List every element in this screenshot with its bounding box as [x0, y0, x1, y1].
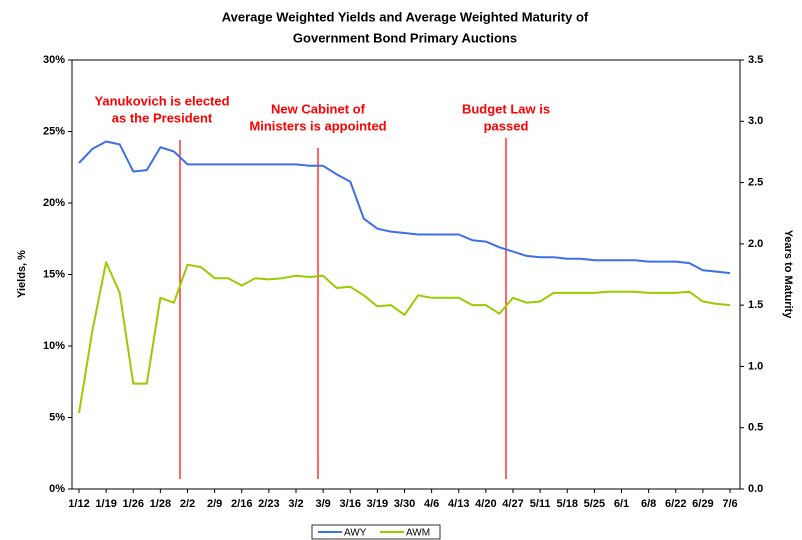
x-tick-label: 5/11 [530, 498, 551, 510]
x-tick-label: 3/30 [394, 498, 415, 510]
y-tick-label: 15% [43, 268, 65, 280]
x-tick-label: 5/25 [584, 498, 605, 510]
annotation-text: Yanukovich is elected [94, 93, 229, 108]
legend-label: AWM [406, 528, 430, 539]
annotation-text: Ministers is appointed [249, 118, 386, 133]
x-tick-label: 3/9 [315, 498, 330, 510]
line-series [78, 261, 731, 414]
x-tick-label: 4/20 [475, 498, 496, 510]
x-tick-label: 2/9 [207, 498, 222, 510]
line-series [78, 140, 731, 275]
x-tick-label: 6/8 [641, 498, 656, 510]
x-tick-label: 2/16 [231, 498, 252, 510]
annotation-text: Budget Law is [462, 101, 550, 116]
y2-tick-label: 2.5 [748, 176, 763, 188]
x-tick-label: 1/19 [95, 498, 116, 510]
y2-tick-label: 1.0 [748, 360, 763, 372]
y2-tick-label: 2.0 [748, 238, 763, 250]
legend-box [311, 524, 441, 540]
x-tick-label: 6/29 [692, 498, 713, 510]
y2-tick-label: 0.0 [748, 483, 763, 495]
x-tick-label: 4/27 [502, 498, 523, 510]
x-tick-label: 3/16 [340, 498, 361, 510]
x-tick-label: 1/26 [123, 498, 144, 510]
x-tick-label: 4/6 [424, 498, 439, 510]
x-tick-label: 6/1 [614, 498, 629, 510]
y2-axis-label: Years to Maturity [782, 230, 794, 320]
x-tick-label: 3/2 [288, 498, 303, 510]
x-tick-label: 3/19 [367, 498, 388, 510]
x-tick-label: 7/6 [722, 498, 737, 510]
x-tick-label: 2/2 [180, 498, 195, 510]
x-tick-label: 6/22 [665, 498, 686, 510]
annotation-text: as the President [112, 110, 213, 125]
y2-tick-label: 3.5 [748, 54, 763, 66]
x-tick-label: 4/13 [448, 498, 469, 510]
y-tick-label: 20% [43, 197, 65, 209]
y-tick-label: 30% [43, 54, 65, 66]
y-tick-label: 10% [43, 340, 65, 352]
chart-title: Average Weighted Yields and Average Weig… [222, 9, 589, 24]
x-tick-label: 1/12 [68, 498, 89, 510]
x-tick-label: 5/18 [557, 498, 578, 510]
y2-tick-label: 3.0 [748, 115, 763, 127]
x-tick-label: 2/23 [258, 498, 279, 510]
y-tick-label: 25% [43, 125, 65, 137]
y-tick-label: 5% [49, 411, 65, 423]
annotation-text: passed [484, 118, 529, 133]
y-tick-label: 0% [49, 483, 65, 495]
annotation-text: New Cabinet of [271, 101, 366, 116]
y2-tick-label: 0.5 [748, 422, 763, 434]
y-axis-label: Yields, % [16, 250, 28, 298]
chart-title: Government Bond Primary Auctions [293, 30, 517, 45]
y2-tick-label: 1.5 [748, 299, 763, 311]
x-tick-label: 1/28 [150, 498, 171, 510]
legend-label: AWY [344, 528, 367, 539]
